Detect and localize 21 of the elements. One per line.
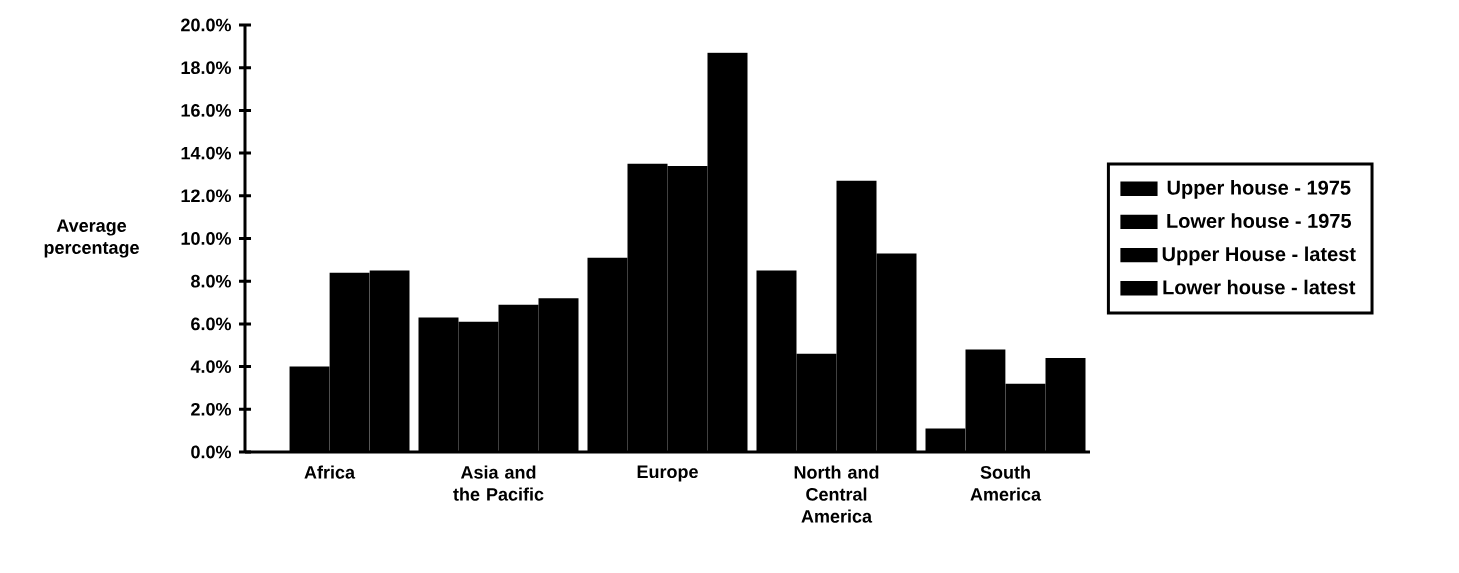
y-tick-label: 6.0% — [191, 317, 232, 331]
legend-label: Upper House - latest — [1162, 246, 1356, 266]
y-tick-label: 14.0% — [181, 146, 232, 160]
x-tick-label: Europe — [637, 465, 698, 482]
y-tick-label: 4.0% — [190, 360, 232, 373]
x-tick-label: North and Central America — [794, 465, 879, 523]
y-tick-label: 0.0% — [191, 445, 232, 459]
x-tick-label: Asia and the Pacific — [453, 465, 544, 501]
y-tick-label: 2.0% — [191, 402, 232, 416]
legend-label: Upper house - 1975 — [1167, 180, 1351, 199]
legend-label: Lower house - latest — [1163, 279, 1356, 295]
y-axis-title: Average percentage — [44, 219, 139, 258]
y-tick-label: 8.0% — [191, 274, 232, 288]
x-tick-label: Africa — [304, 465, 356, 479]
legend-label: Lower house - 1975 — [1167, 213, 1352, 228]
y-tick-label: 20.0% — [181, 18, 232, 32]
x-tick-label: South America — [970, 465, 1042, 501]
y-tick-label: 10.0% — [181, 232, 232, 245]
y-tick-label: 12.0% — [181, 189, 232, 203]
y-tick-label: 18.0% — [181, 61, 232, 75]
y-tick-label: 16.0% — [181, 104, 232, 117]
